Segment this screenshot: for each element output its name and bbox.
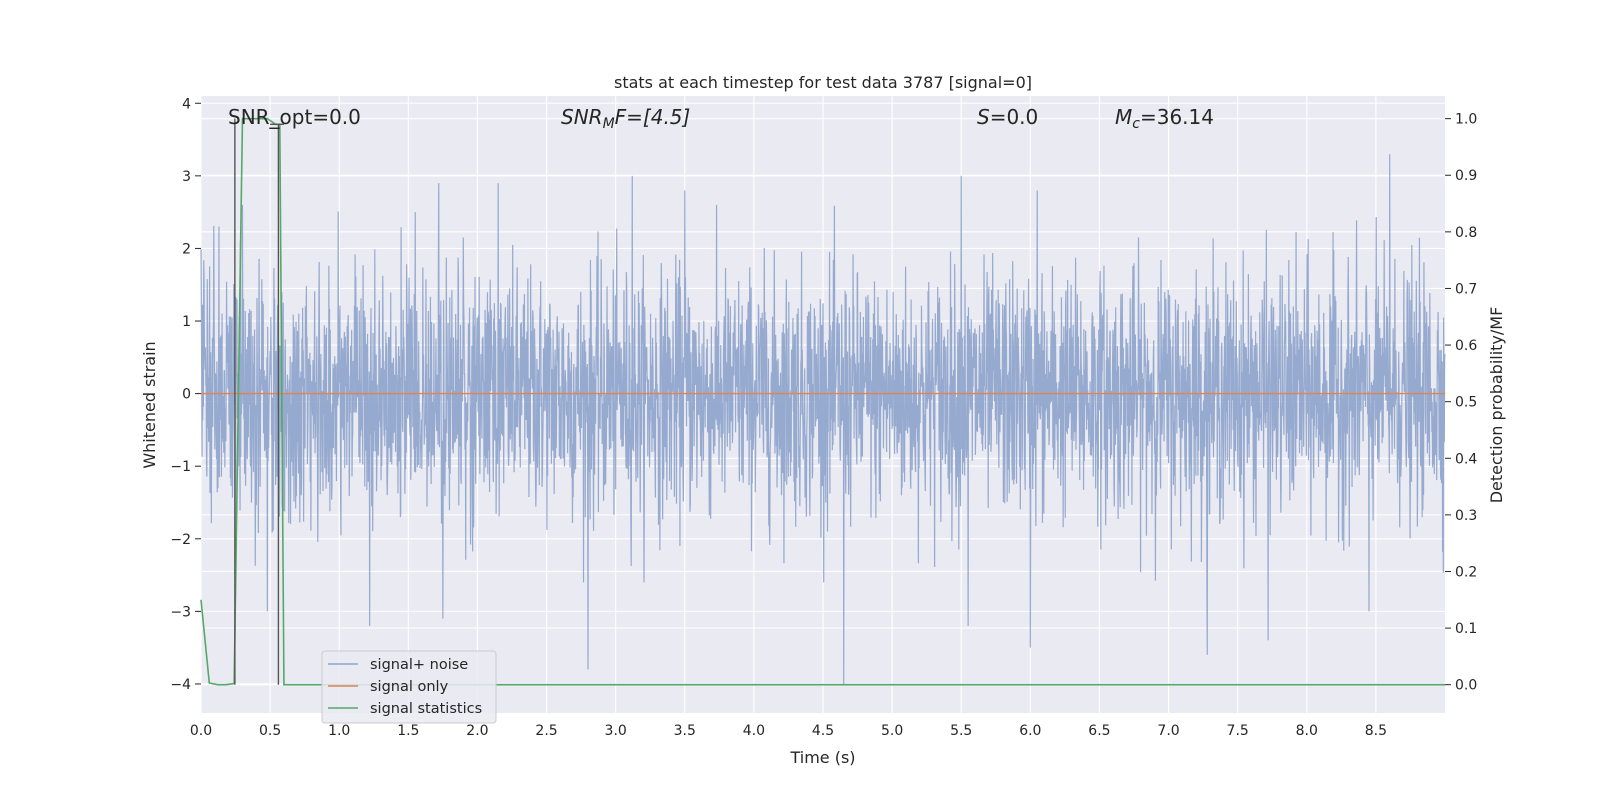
legend-label-signal-statistics: signal statistics [370,701,482,717]
x-tick-label: 3.0 [605,723,627,739]
x-tick-label: 4.0 [743,723,765,739]
y-right-tick-label: 0.7 [1455,281,1477,297]
detection-markers [234,118,284,685]
y-right-tick-label: 0.4 [1455,451,1477,467]
y-right-tick-label: 0.6 [1455,338,1477,354]
chart-title: stats at each timestep for test data 378… [614,73,1032,92]
annotation-mc-sub: c [1132,116,1140,132]
x-tick-label: 8.5 [1365,723,1387,739]
x-tick-label: 7.0 [1157,723,1179,739]
legend-label-signal-noise: signal+ noise [370,657,468,673]
y-tick-label: 1 [182,314,191,330]
y-tick-labels: −4 −3 −2 −1 0 1 2 3 4 [170,96,201,693]
line-signal-statistics [200,117,1445,686]
x-tick-label: 0.0 [190,723,212,739]
y-tick-label: 3 [182,169,191,185]
y-tick-label: −4 [170,677,191,693]
y-right-tick-label: 0.0 [1455,678,1477,694]
annotation-snr-mf-sub: M [603,116,615,132]
x-tick-label: 7.5 [1227,723,1249,739]
series-signal-noise [200,154,1446,684]
y-right-axis-label: Detection probability/MF [1487,307,1506,504]
annotation-mc-base: M [1115,105,1132,129]
x-tick-label: 6.5 [1088,723,1110,739]
x-tick-label: 1.5 [397,723,419,739]
y-right-tick-label: 0.1 [1455,621,1477,637]
annotation-mc: Mc=36.14 [1115,105,1214,132]
x-tick-label: 6.0 [1019,723,1041,739]
y-tick-label: −1 [170,459,191,475]
annotation-s-label: S [977,105,990,129]
y-right-tick-label: 0.3 [1455,508,1477,524]
x-tick-label: 3.5 [674,723,696,739]
annotation-snr-mf-rest: F=[4.5] [615,105,691,129]
annotation-snr-mf: SNRMF=[4.5] [561,105,690,132]
x-tick-label: 8.0 [1296,723,1318,739]
annotation-s-value: =0.0 [990,105,1039,129]
y-tick-label: −2 [170,532,191,548]
x-axis-label: Time (s) [789,748,855,767]
x-tick-label: 5.0 [881,723,903,739]
y-right-tick-label: 1.0 [1455,112,1477,128]
y-axis-label: Whitened strain [140,341,159,468]
y-right-tick-labels: 0.0 0.1 0.2 0.3 0.4 0.5 0.6 0.7 0.8 0.9 1.0 [1445,112,1477,694]
x-tick-label: 2.0 [466,723,488,739]
line-signal-noise [200,154,1446,684]
x-tick-label: 5.5 [950,723,972,739]
x-tick-label: 4.5 [812,723,834,739]
y-tick-label: −3 [170,604,191,620]
annotation-mc-value: =36.14 [1140,105,1214,129]
x-tick-labels: 0.0 0.5 1.0 1.5 2.0 2.5 3.0 3.5 4.0 4.5 5.0 5.5 6.0 6… [190,723,1387,739]
legend-box [321,650,497,724]
y-tick-label: 2 [182,241,191,257]
y-tick-label: 4 [182,96,191,112]
legend: signal+ noise signal only signal statist… [321,650,497,724]
y-right-tick-label: 0.9 [1455,168,1477,184]
annotation-s: S=0.0 [977,105,1038,129]
x-tick-label: 1.0 [328,723,350,739]
y-right-tick-label: 0.2 [1455,564,1477,580]
series-signal-statistics [200,117,1445,686]
annotation-snr-mf-base: SNR [561,105,603,129]
legend-label-signal-only: signal only [370,679,449,695]
x-tick-label: 0.5 [259,723,281,739]
x-tick-label: 2.5 [535,723,557,739]
annotation-snr-opt: SNR_opt=0.0 [228,105,361,129]
y-right-tick-label: 0.8 [1455,225,1477,241]
y-right-tick-label: 0.5 [1455,395,1477,411]
y-tick-label: 0 [182,387,191,403]
